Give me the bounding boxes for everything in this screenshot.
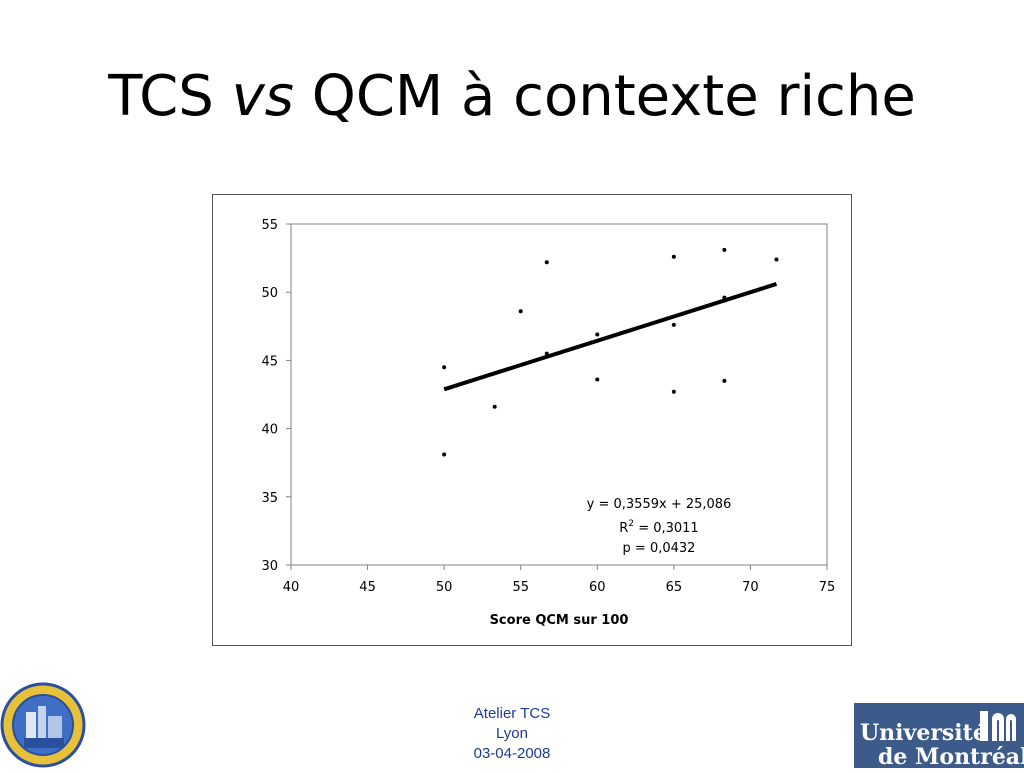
x-axis: 40 45 50 55 60 65 70 75: [283, 565, 836, 595]
data-point: [671, 254, 676, 259]
data-point: [492, 404, 497, 409]
title-prefix: TCS: [108, 64, 214, 129]
title-italic: vs: [231, 64, 294, 129]
x-tick-label: 45: [359, 580, 376, 595]
y-tick-label: 55: [261, 218, 278, 233]
trendline: [443, 282, 778, 392]
y-tick-label: 50: [261, 286, 278, 301]
x-tick-label: 70: [742, 580, 759, 595]
footer-line-event: Atelier TCS: [473, 705, 551, 722]
x-axis-title: Score QCM sur 100: [490, 613, 629, 628]
data-point: [442, 365, 447, 370]
chart-frame: 30 35 40 45 50 55 40 45 50 55 60 65 70 75 y = 0,3559…: [212, 194, 852, 646]
data-points: [442, 247, 779, 457]
r-squared-label: R2 = 0,3011: [619, 519, 698, 536]
y-axis: 30 35 40 45 50 55: [261, 218, 291, 574]
y-tick-label: 30: [261, 559, 278, 574]
data-point: [595, 332, 600, 337]
universite-de-montreal-logo: Université de Montréal: [854, 703, 1024, 770]
university-mark-icon: [980, 711, 1016, 741]
data-point: [722, 247, 727, 252]
data-point: [671, 322, 676, 327]
x-tick-label: 40: [283, 580, 300, 595]
footer-line-city: Lyon: [496, 725, 528, 742]
x-tick-label: 65: [666, 580, 683, 595]
title-suffix: QCM à contexte riche: [311, 64, 916, 129]
y-tick-label: 45: [261, 354, 278, 369]
x-tick-label: 60: [589, 580, 606, 595]
logo-line-universite: Université: [860, 720, 987, 746]
p-value-label: p = 0,0432: [623, 541, 696, 556]
x-tick-label: 75: [819, 580, 836, 595]
y-tick-label: 35: [261, 491, 278, 506]
x-tick-label: 55: [512, 580, 529, 595]
r-squared-prefix: R: [619, 521, 628, 536]
regression-equation: y = 0,3559x + 25,086: [587, 497, 732, 512]
footer-line-date: 03-04-2008: [473, 745, 551, 762]
data-point: [595, 377, 600, 382]
footer: Atelier TCS Lyon 03-04-2008: [440, 704, 584, 764]
data-point: [774, 257, 779, 262]
logo-line-de-montreal: de Montréal: [878, 744, 1024, 770]
r-squared-value: = 0,3011: [634, 521, 699, 536]
data-point: [518, 309, 523, 314]
r-squared-superscript: 2: [628, 519, 634, 529]
y-tick-label: 40: [261, 423, 278, 438]
scatter-chart: 30 35 40 45 50 55 40 45 50 55 60 65 70 75 y = 0,3559…: [261, 218, 836, 628]
data-point: [442, 452, 447, 457]
data-point: [671, 389, 676, 394]
slide-title: TCS vs QCM à contexte riche: [0, 62, 1024, 132]
x-tick-label: 50: [436, 580, 453, 595]
plot-area: [290, 223, 828, 566]
data-point: [544, 260, 549, 265]
data-point: [722, 378, 727, 383]
faculte-de-medecine-logo: [0, 682, 88, 768]
